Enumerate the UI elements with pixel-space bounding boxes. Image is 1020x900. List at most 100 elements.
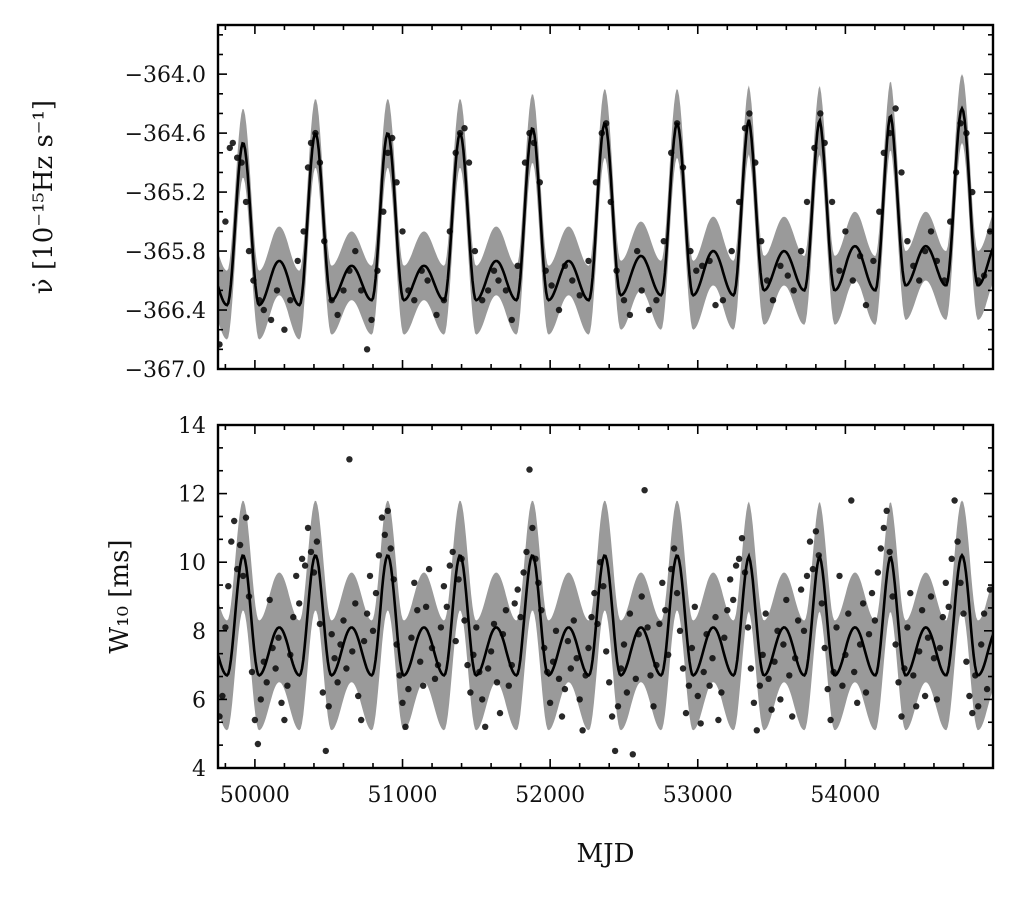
data-point bbox=[673, 589, 681, 597]
data-point bbox=[986, 586, 993, 593]
data-point bbox=[490, 267, 498, 274]
data-point bbox=[425, 565, 433, 573]
data-point bbox=[895, 679, 902, 686]
data-point bbox=[818, 600, 825, 607]
data-point bbox=[384, 149, 391, 156]
data-point bbox=[399, 228, 406, 235]
data-point bbox=[930, 655, 938, 662]
data-point bbox=[263, 679, 270, 686]
x-tick-label: 54000 bbox=[810, 783, 880, 808]
data-point bbox=[945, 603, 952, 610]
data-point bbox=[750, 699, 758, 706]
data-point bbox=[836, 572, 843, 580]
data-point bbox=[355, 692, 362, 700]
data-point bbox=[495, 277, 502, 284]
data-point bbox=[744, 624, 752, 631]
data-point bbox=[927, 228, 935, 235]
data-point bbox=[957, 579, 964, 586]
data-point bbox=[759, 651, 766, 658]
data-point bbox=[381, 531, 388, 538]
data-point bbox=[918, 607, 926, 614]
y-tick-label: −366.4 bbox=[125, 299, 206, 324]
data-point bbox=[366, 572, 374, 580]
data-point bbox=[623, 689, 631, 696]
data-point bbox=[219, 692, 226, 700]
data-point bbox=[585, 644, 592, 652]
data-point bbox=[883, 507, 890, 514]
data-point bbox=[851, 668, 858, 676]
data-point bbox=[603, 648, 610, 655]
data-point bbox=[732, 562, 740, 569]
data-point bbox=[960, 610, 967, 617]
data-point bbox=[712, 613, 719, 621]
data-point bbox=[561, 685, 569, 693]
data-point bbox=[854, 699, 861, 706]
data-point bbox=[727, 576, 734, 583]
data-point bbox=[260, 306, 267, 314]
data-point bbox=[490, 620, 498, 628]
y-tick-label: 10 bbox=[178, 551, 206, 576]
data-point bbox=[868, 589, 876, 597]
data-point bbox=[969, 709, 976, 717]
data-point bbox=[685, 682, 693, 689]
axes-frame bbox=[216, 23, 995, 371]
data-point bbox=[449, 548, 456, 556]
data-point bbox=[334, 311, 341, 319]
y-tick-label: 8 bbox=[192, 620, 206, 645]
data-point bbox=[653, 297, 660, 304]
data-point bbox=[411, 579, 418, 586]
data-point bbox=[222, 624, 229, 631]
data-point bbox=[730, 596, 737, 604]
data-point bbox=[629, 751, 636, 758]
y-tick-label: 14 bbox=[178, 414, 206, 439]
data-point bbox=[921, 692, 929, 700]
data-point bbox=[569, 277, 576, 284]
data-point bbox=[502, 287, 510, 294]
y-tick-label: −364.0 bbox=[125, 63, 206, 88]
data-point bbox=[836, 267, 843, 274]
model-uncertainty-band bbox=[218, 74, 993, 340]
data-point bbox=[225, 583, 232, 590]
data-point bbox=[520, 569, 527, 576]
data-point bbox=[706, 682, 713, 689]
data-point bbox=[304, 524, 312, 532]
data-point bbox=[251, 716, 259, 724]
data-point bbox=[396, 672, 403, 679]
data-point bbox=[812, 528, 820, 535]
data-point bbox=[363, 610, 371, 617]
data-point bbox=[591, 589, 598, 597]
data-point bbox=[817, 110, 824, 117]
x-tick-label: 52000 bbox=[515, 783, 585, 808]
data-point bbox=[611, 747, 619, 755]
data-point bbox=[660, 238, 667, 245]
data-point bbox=[600, 583, 607, 590]
data-point bbox=[620, 297, 628, 304]
data-point bbox=[564, 637, 572, 645]
data-point bbox=[656, 620, 663, 628]
data-point bbox=[331, 655, 338, 662]
data-point bbox=[936, 644, 944, 652]
data-point bbox=[803, 572, 811, 580]
data-point bbox=[431, 675, 439, 682]
data-point bbox=[718, 689, 725, 696]
data-point bbox=[777, 262, 784, 269]
data-point bbox=[933, 696, 941, 703]
data-point bbox=[546, 699, 554, 706]
data-point bbox=[620, 641, 628, 648]
data-point bbox=[433, 311, 440, 319]
data-point bbox=[290, 613, 297, 621]
data-point bbox=[471, 247, 479, 255]
data-point bbox=[682, 709, 690, 717]
data-point bbox=[942, 579, 949, 586]
y-tick-label: −365.8 bbox=[125, 240, 206, 265]
data-point bbox=[724, 607, 731, 614]
data-point bbox=[272, 665, 279, 672]
data-point bbox=[842, 228, 849, 235]
data-point bbox=[479, 297, 486, 304]
bottom-panel: 4 6 8 10 12 14 50000 51000 52000 53000 54000 W₁₀ [m… bbox=[105, 414, 995, 869]
data-point bbox=[523, 548, 530, 556]
data-point bbox=[634, 247, 641, 255]
data-point bbox=[585, 257, 592, 265]
data-point bbox=[865, 631, 873, 638]
